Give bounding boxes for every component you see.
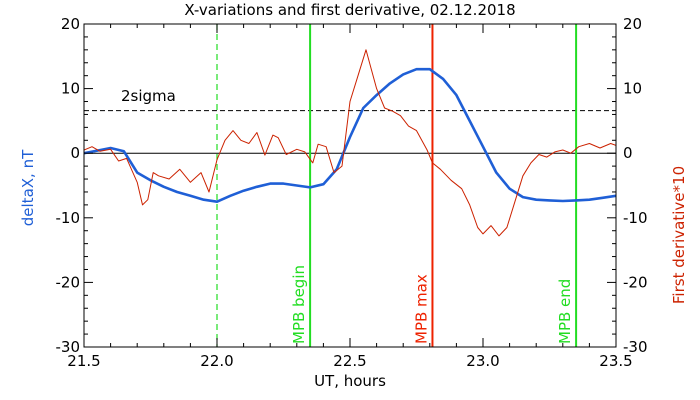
chart-title: X-variations and first derivative, 02.12… <box>184 1 515 19</box>
x-tick-label: 23.0 <box>466 352 499 370</box>
marker-label-mpb-begin: MPB begin <box>290 265 308 344</box>
y-tick-label-left: 10 <box>61 80 80 98</box>
marker-label-mpb-max: MPB max <box>412 274 430 344</box>
y-axis-label-left: deltaX, nT <box>19 149 37 226</box>
x-tick-label: 21.5 <box>67 352 100 370</box>
x-tick-label: 22.5 <box>333 352 366 370</box>
marker-label-mpb-end: MPB end <box>556 279 574 344</box>
threshold-label: 2sigma <box>121 87 176 105</box>
y-tick-label-left: 20 <box>61 15 80 33</box>
x-tick-label: 23.5 <box>599 352 632 370</box>
y-tick-label-left: 0 <box>70 144 80 162</box>
y-tick-label-right: 10 <box>623 80 642 98</box>
x-tick-label: 22.0 <box>200 352 233 370</box>
y-tick-label-left: -30 <box>56 338 81 356</box>
y-axis-label-right: First derivative*10 <box>670 166 688 304</box>
y-tick-label-left: -10 <box>56 209 81 227</box>
plot-area: MPB begin MPB max MPB end 21.5 22.0 22.5 23.0 2… <box>56 15 648 370</box>
y-tick-label-right: -30 <box>623 338 648 356</box>
x-axis-label: UT, hours <box>314 372 386 390</box>
deltax-series-line <box>84 67 616 203</box>
y-tick-label-right: 20 <box>623 15 642 33</box>
y-tick-label-right: 0 <box>623 144 633 162</box>
y-tick-label-right: -20 <box>623 273 648 291</box>
y-tick-label-left: -20 <box>56 273 81 291</box>
derivative-series-line <box>84 49 616 237</box>
y-tick-label-right: -10 <box>623 209 648 227</box>
